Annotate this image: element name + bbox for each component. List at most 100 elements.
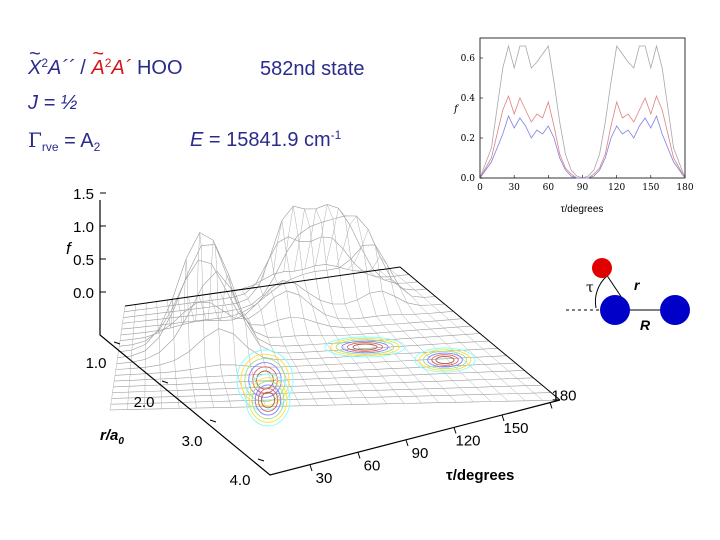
inset-xtick-label: 30 [508, 183, 520, 193]
surface-gridline [378, 269, 526, 401]
tau-tick-label: 60 [364, 458, 381, 475]
R-label: R [640, 317, 651, 333]
surface-gridline [209, 274, 249, 407]
surface-gridline [120, 280, 445, 336]
gamma-subscript: rve [41, 140, 59, 154]
a-state-multiplicity: 2 [104, 56, 112, 70]
surface-gridline [346, 228, 474, 403]
energy-symbol: E [190, 129, 204, 151]
state-slash: / [80, 57, 86, 79]
surface-gridline [116, 270, 489, 364]
inset-xtick-label: 180 [676, 183, 693, 193]
r-tick-mark [113, 341, 121, 345]
contour-ring [248, 362, 282, 398]
contour-ring [324, 336, 406, 358]
surface-gridline [262, 253, 336, 406]
r-tick-label: 4.0 [230, 472, 251, 489]
inset-xtick-label: 0 [477, 183, 483, 193]
energy-value: = 15841.9 cm [208, 129, 331, 151]
inset-xtick-label: 60 [543, 183, 555, 193]
r-tick-label: 2.0 [134, 394, 155, 411]
tau-tick-mark [405, 439, 409, 447]
surface-gridline [241, 288, 301, 406]
surface-gridline [198, 240, 232, 408]
contour-ring [257, 388, 279, 412]
inset-ytick-label: 0.2 [461, 134, 475, 144]
tau-tick-mark [309, 464, 313, 472]
symmetry-label: Γrve = A2 [28, 128, 100, 154]
oxygen-atom-2 [660, 295, 690, 325]
tau-tick-label: 30 [316, 470, 333, 487]
inset-ytick-label: 0.0 [461, 174, 476, 184]
contour-ring [245, 373, 291, 427]
surface-gridline [117, 244, 481, 359]
inset-ytick-label: 0.6 [461, 54, 476, 64]
inset-ylabel: f [453, 104, 460, 115]
tau-tick-label: 120 [455, 433, 480, 450]
contour-ring [260, 391, 276, 409]
contour-ring [422, 350, 468, 370]
r-tick-mark [161, 380, 169, 384]
inset-xtick-label: 120 [608, 183, 625, 193]
surface-gridline [283, 206, 370, 405]
inset-ytick-label: 0.4 [461, 94, 476, 104]
surface-gridline [144, 302, 147, 410]
surface-backframe [124, 266, 561, 401]
contour-ring [251, 380, 285, 420]
j-quantum-number: J = ½ [28, 92, 78, 114]
molecule-name: HOO [136, 57, 183, 79]
z-tick-label: 1.5 [73, 186, 94, 203]
surface-gridline [336, 215, 457, 403]
inset-series-2 [479, 114, 686, 179]
inset-xlabel: τ/degrees [561, 204, 604, 215]
surface-gridline [219, 292, 267, 407]
state-index: 582nd state [260, 58, 365, 80]
surface-chart: 0.00.51.01.51.02.03.04.0 306090120150180 … [66, 186, 577, 489]
hydrogen-atom [592, 258, 612, 278]
surface-gridline [118, 232, 472, 353]
contour-ring [431, 354, 459, 366]
x-state-label: A´´ [48, 57, 75, 79]
surface-gridline [167, 298, 180, 409]
surface-gridline [357, 255, 491, 402]
surface-zlabel: f [66, 239, 73, 258]
r-label: r [634, 277, 641, 293]
surface-gridline [188, 232, 215, 408]
surface-gridline [251, 283, 318, 406]
state-title: X2A´´ / A2A´ HOO [28, 43, 183, 80]
gamma-symbol: Γ [28, 128, 42, 152]
x-state-symbol: X [28, 43, 41, 80]
contour-ring [427, 352, 463, 368]
contour-ring [418, 349, 472, 371]
inset-xtick-label: 90 [577, 183, 589, 193]
inset-series-1 [479, 94, 686, 179]
gamma-equals-subscript: 2 [93, 140, 101, 154]
z-tick-label: 1.0 [73, 219, 94, 236]
surface-gridline [109, 305, 126, 411]
tau-label: τ [586, 280, 594, 296]
tau-tick-mark [501, 414, 505, 422]
hoo-geometry-diagram: τ r R [566, 258, 690, 333]
surface-ylabel-sub: 0 [118, 436, 124, 447]
contour-ring [330, 337, 400, 357]
surface-gridline [177, 258, 197, 409]
surface-gridline [156, 301, 163, 409]
r-tick-mark [257, 458, 265, 462]
tau-tick-label: 150 [503, 420, 528, 437]
r-tick-label: 3.0 [182, 433, 203, 450]
surface-gridline [389, 268, 543, 401]
x-state-multiplicity: 2 [41, 56, 49, 70]
tau-tick-mark [357, 452, 361, 459]
tau-tick-label: 90 [412, 445, 429, 462]
inset-xtick-label: 150 [642, 183, 659, 193]
contour-ring [341, 340, 389, 354]
contour-ring [352, 343, 378, 351]
surface-gridline [368, 270, 509, 402]
z-tick-label: 0.0 [73, 285, 94, 302]
surface-xlabel: τ/degrees [446, 467, 514, 484]
contour-ring [240, 353, 290, 407]
a-state-symbol: A [91, 43, 104, 80]
energy-unit-exponent: -1 [330, 128, 342, 142]
surface-ylabel-main: r/a [100, 427, 118, 444]
a-state-label: A´ [111, 57, 132, 79]
